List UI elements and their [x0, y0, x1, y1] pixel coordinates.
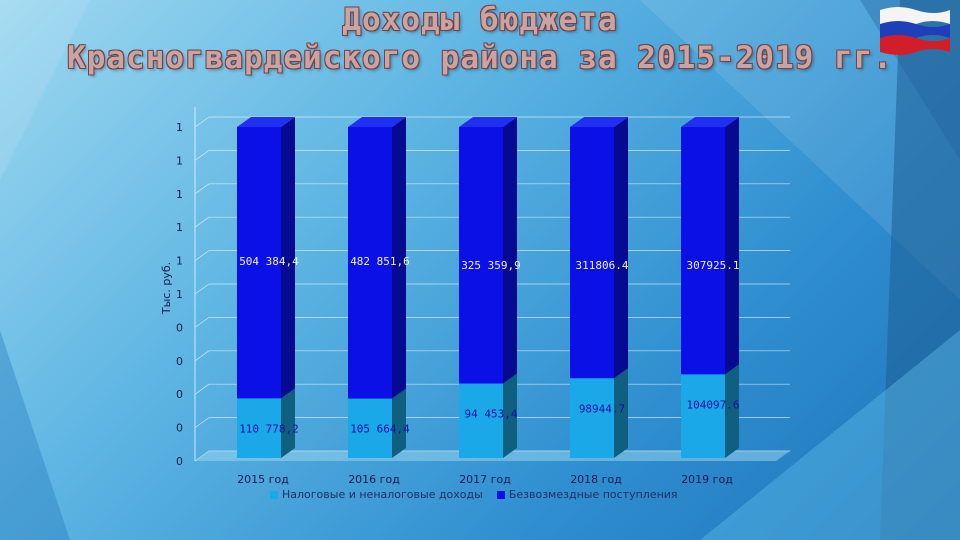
data-label-tax: 110 778,2 [239, 422, 299, 435]
legend-item-tax: Налоговые и неналоговые доходы [270, 488, 483, 501]
bar-segment-grants [237, 127, 281, 399]
bar-top-cap [237, 117, 295, 127]
legend-item-grants: Безвозмездные поступления [496, 488, 678, 501]
y-tick-label: 1 [176, 288, 183, 301]
data-label-grants: 504 384,4 [239, 255, 299, 268]
bar-top-cap [348, 117, 406, 127]
data-label-tax: 105 664,4 [350, 423, 410, 436]
gridline-depth [194, 417, 210, 428]
bar-segment-grants [570, 127, 614, 379]
data-label-tax: 98944.7 [579, 402, 625, 415]
bar-segment-grants [348, 127, 392, 399]
bar-segment-tax [570, 378, 614, 458]
bar-side-tax [281, 388, 295, 458]
russian-flag-icon [880, 7, 950, 55]
y-tick-label: 1 [176, 221, 183, 234]
y-tick-label: 1 [176, 255, 183, 268]
chart-title-line-1: Доходы бюджета [342, 2, 618, 38]
bar-side-tax [503, 373, 517, 458]
y-tick-label: 0 [176, 422, 183, 435]
gridline-depth [194, 350, 210, 362]
gridline-depth [194, 250, 210, 261]
y-tick-label: 1 [176, 154, 183, 167]
gridline-depth [194, 216, 210, 228]
data-labels: 110 778,2 504 384,4 105 664,4 482 851,6 94 4… [239, 255, 739, 436]
data-label-tax: 94 453,4 [465, 408, 518, 421]
y-tick-label: 1 [176, 121, 183, 134]
bar-top-cap [681, 117, 739, 127]
x-tick-label: 2018 год [570, 473, 622, 486]
y-tick-label: 0 [176, 455, 183, 468]
bar-top-cap [459, 117, 517, 127]
bar-segment-tax [681, 374, 725, 458]
gridline-depth [194, 183, 210, 195]
chart-legend: Налоговые и неналоговые доходы Безвозмез… [270, 488, 678, 501]
legend-label-grants: Безвозмездные поступления [508, 488, 678, 501]
bar-side-grants [503, 117, 517, 384]
x-tick-label: 2015 год [237, 473, 289, 486]
legend-swatch-grants [496, 490, 505, 499]
bar-segment-tax [459, 383, 503, 458]
legend-label-tax: Налоговые и неналоговые доходы [282, 488, 483, 501]
bar-side-tax [725, 364, 739, 458]
x-tick-label: 2016 год [348, 473, 400, 486]
y-tick-label: 0 [176, 388, 183, 401]
bar-side-grants [725, 117, 739, 375]
bar-top-cap [570, 117, 628, 127]
x-axis-labels: 2015 год 2016 год 2017 год 2018 год 2019 год [237, 473, 733, 486]
data-label-grants: 307925.1 [687, 259, 740, 272]
gridline-depth [194, 150, 210, 161]
legend-swatch-tax [270, 490, 278, 499]
gridline-depth [194, 317, 210, 328]
data-label-grants: 482 851,6 [350, 255, 410, 268]
gridline-depth [194, 283, 210, 295]
bar-side-tax [392, 388, 406, 458]
x-tick-label: 2017 год [459, 473, 511, 486]
gridline-depth [194, 383, 210, 395]
gridline-depth [194, 116, 210, 128]
bar-side-grants [281, 117, 295, 399]
chart-title-line-2: Красногвардейского района за 2015-2019 г… [67, 40, 893, 76]
bar-segment-tax [348, 398, 392, 458]
chart-bars [237, 117, 739, 458]
bar-segment-grants [459, 127, 503, 384]
y-tick-label: 0 [176, 321, 183, 334]
data-label-grants: 311806.4 [576, 259, 629, 272]
bar-side-tax [614, 368, 628, 458]
data-label-tax: 104097.6 [687, 398, 740, 411]
bar-side-grants [614, 117, 628, 379]
y-axis-ticks: 0 0 0 0 0 1 1 1 1 1 1 [176, 121, 183, 468]
y-tick-label: 1 [176, 188, 183, 201]
data-label-grants: 325 359,9 [461, 259, 521, 272]
y-axis-label: Тыс. руб. [160, 262, 173, 315]
bar-side-grants [392, 117, 406, 399]
bar-segment-tax [237, 398, 281, 458]
bar-segment-grants [681, 127, 725, 375]
y-tick-label: 0 [176, 355, 183, 368]
x-tick-label: 2019 год [681, 473, 733, 486]
